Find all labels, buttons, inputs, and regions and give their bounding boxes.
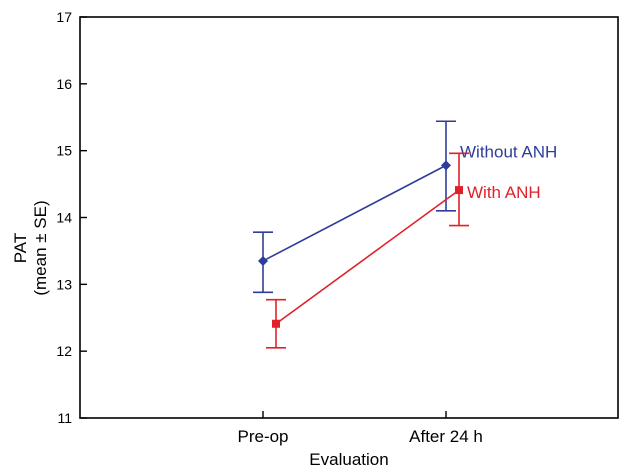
y-axis-ticks: 11 12 13 14 15 16 17 [56, 9, 87, 426]
plot-frame [79, 16, 619, 419]
y-axis-label: PAT [11, 233, 30, 264]
y-tick-label: 17 [56, 9, 72, 25]
series-label: Without ANH [460, 142, 557, 161]
data-point [272, 319, 280, 328]
y-tick-label: 12 [56, 343, 72, 359]
y-tick-label: 16 [56, 76, 72, 92]
x-tick-label: Pre-op [237, 427, 288, 446]
series-with-anh: With ANH [266, 152, 541, 349]
data-point [258, 255, 268, 266]
x-axis-label: Evaluation [309, 450, 388, 469]
series-without-anh: Without ANH [253, 120, 557, 294]
y-tick-label: 11 [57, 410, 72, 426]
series-line [275, 189, 460, 325]
x-tick-label: After 24 h [409, 427, 483, 446]
y-axis-label-group: PAT (mean ± SE) [11, 200, 50, 295]
y-axis-sublabel: (mean ± SE) [31, 200, 50, 295]
series-label: With ANH [467, 183, 541, 202]
x-axis-ticks: Pre-op After 24 h [237, 411, 483, 446]
y-tick-label: 14 [56, 210, 72, 226]
data-point [455, 186, 463, 195]
y-tick-label: 15 [56, 143, 72, 159]
data-point [441, 160, 451, 171]
series-layer: Without ANH With ANH [253, 120, 557, 349]
y-tick-label: 13 [56, 276, 72, 292]
series-line [262, 164, 447, 262]
